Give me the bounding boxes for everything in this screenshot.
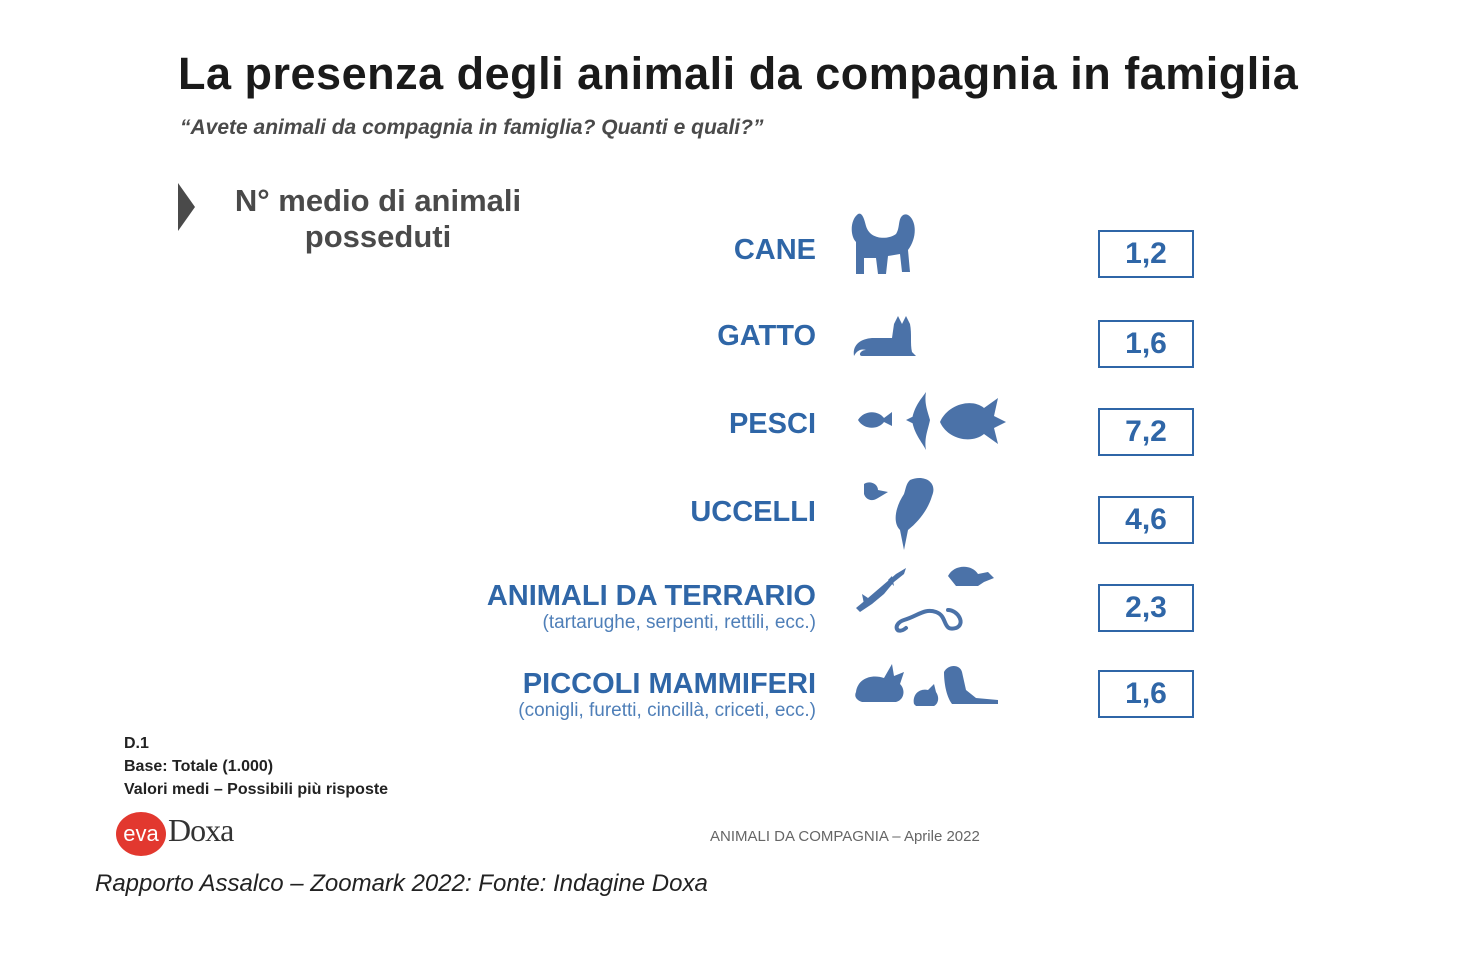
row-sublabel: (tartarughe, serpenti, rettili, ecc.) [542,612,817,633]
logo-mark: eva [116,812,166,856]
row-label: CANE [733,234,816,266]
bird-icon [848,470,948,565]
small-mammal-icon [848,646,1018,731]
value-box: 1,2 [1098,230,1194,278]
value-box: 7,2 [1098,408,1194,456]
cat-icon [848,294,928,379]
row-cane: CANE 1,2 [0,213,1484,288]
value-box: 1,6 [1098,320,1194,368]
row-label: ANIMALI DA TERRARIO [486,580,816,612]
row-gatto: GATTO 1,6 [0,316,1484,376]
section-title-line2: posseduti [304,219,452,254]
page-subtitle: “Avete animali da compagnia in famiglia?… [180,116,764,139]
row-label: GATTO [717,320,816,352]
logo-name: Doxa [168,812,234,848]
fish-icon [848,382,1018,467]
row-label: PICCOLI MAMMIFERI [522,668,816,700]
row-piccoli-mammiferi: PICCOLI MAMMIFERI (conigli, furetti, cin… [0,664,1484,728]
dog-icon [848,206,928,291]
section-arrow-icon [178,183,195,231]
page-title: La presenza degli animali da compagnia i… [178,48,1299,99]
row-sublabel: (conigli, furetti, cincillà, criceti, ec… [518,700,816,721]
footer-text: ANIMALI DA COMPAGNIA – Aprile 2022 [710,828,980,845]
row-label: UCCELLI [690,496,816,528]
notes-method: Valori medi – Possibili più risposte [124,781,389,798]
section-title: N° medio di animali posseduti [212,183,544,255]
row-animali-da-terrario: ANIMALI DA TERRARIO (tartarughe, serpent… [0,566,1484,640]
notes: D.1 Base: Totale (1.000) Valori medi – P… [124,732,388,801]
row-uccelli: UCCELLI 4,6 [0,477,1484,552]
value-box: 4,6 [1098,496,1194,544]
value-box: 2,3 [1098,584,1194,632]
row-label: PESCI [728,408,816,440]
notes-base: Base: Totale (1.000) [124,758,274,775]
reptile-icon [848,558,1018,653]
caption: Rapporto Assalco – Zoomark 2022: Fonte: … [95,870,708,897]
value-box: 1,6 [1098,670,1194,718]
row-pesci: PESCI 7,2 [0,392,1484,464]
notes-code: D.1 [124,735,149,752]
section-title-line1: N° medio di animali [234,183,522,218]
